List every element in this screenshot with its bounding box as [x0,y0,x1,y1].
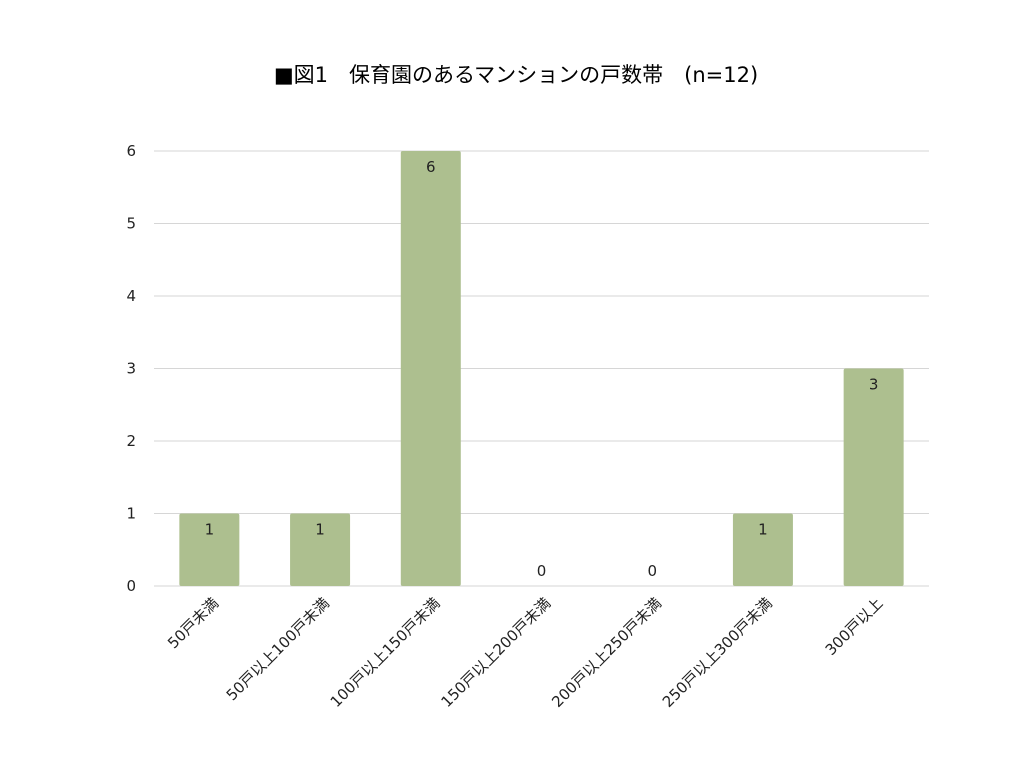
y-tick-label: 0 [126,577,136,595]
x-tick-label: 250戸以上300戸未満 [659,594,776,711]
bars [179,151,904,586]
data-label: 0 [537,562,547,580]
x-tick-label: 100戸以上150戸未満 [327,594,444,711]
y-tick-label: 2 [126,432,136,450]
x-tick-label: 200戸以上250戸未満 [548,594,665,711]
chart-title: ■図1 保育園のあるマンションの戸数帯 (n=12) [274,63,758,87]
data-label: 6 [426,158,436,176]
x-tick-label: 50戸未満 [164,594,222,652]
data-label: 1 [205,521,215,539]
y-tick-label: 4 [126,287,136,305]
y-tick-label: 5 [126,215,136,233]
gridlines [154,150,929,587]
bar [843,368,904,586]
data-label: 0 [647,562,657,580]
data-label: 3 [869,376,879,394]
y-tick-label: 1 [126,505,136,523]
bar [732,513,793,586]
x-tick-label: 150戸以上200戸未満 [437,594,554,711]
data-labels: 1 1 6 0 0 1 3 [205,158,879,580]
bar [179,513,240,586]
bar [290,513,351,586]
x-tick-label: 300戸以上 [822,594,887,659]
x-tick-label: 50戸以上100戸未満 [223,594,333,704]
x-axis-ticks: 50戸未満 50戸以上100戸未満100戸以上150戸未満150戸以上200戸未満… [164,594,886,711]
data-label: 1 [315,521,325,539]
bar [400,151,461,586]
data-label: 1 [758,521,768,539]
y-tick-label: 3 [126,360,136,378]
y-tick-label: 6 [126,142,136,160]
y-axis-ticks: 0 1 2 3 4 5 6 [126,142,136,595]
